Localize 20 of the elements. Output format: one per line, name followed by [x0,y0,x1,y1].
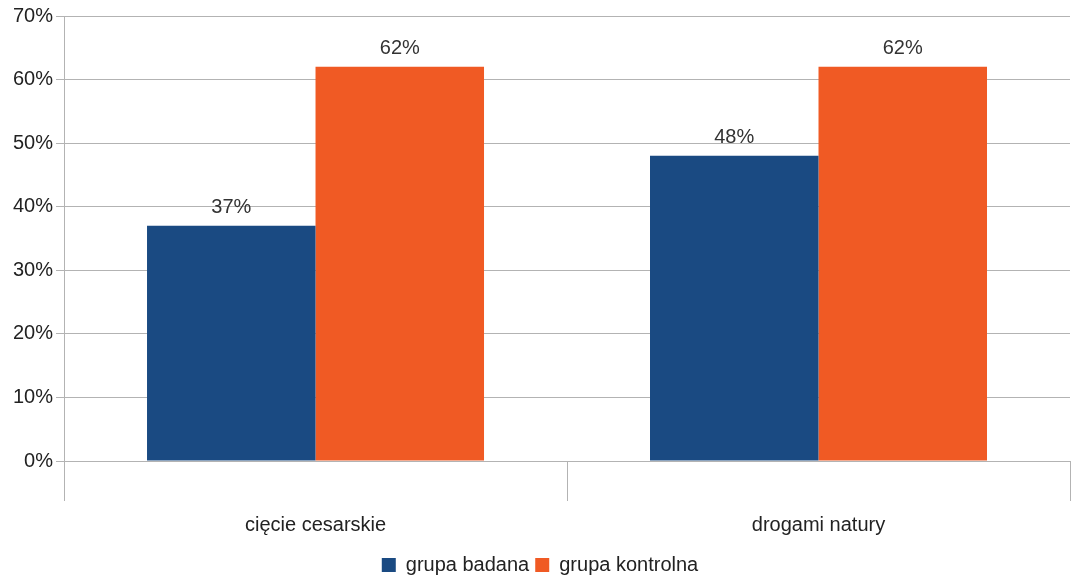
bar [818,66,988,461]
data-label: 48% [714,125,755,148]
x-tick-label: cięcie cesarskie [244,512,387,535]
data-label: 37% [211,195,252,218]
y-tick-label: 30% [13,257,54,280]
data-label: 62% [379,36,420,59]
data-label: 62% [882,36,923,59]
bar [147,225,316,461]
legend-label: grupa badana [405,552,531,575]
y-tick-label: 60% [13,67,54,90]
y-tick-label: 70% [13,3,54,26]
y-tick-label: 10% [13,384,54,407]
x-tick-label: drogami natury [751,512,886,535]
bar [315,66,485,461]
y-tick-label: 0% [24,448,54,471]
bar [650,155,819,461]
legend-label: grupa kontrolna [559,552,700,575]
y-tick-label: 20% [13,321,54,344]
y-tick-label: 50% [13,130,54,153]
y-tick-label: 40% [13,194,54,217]
